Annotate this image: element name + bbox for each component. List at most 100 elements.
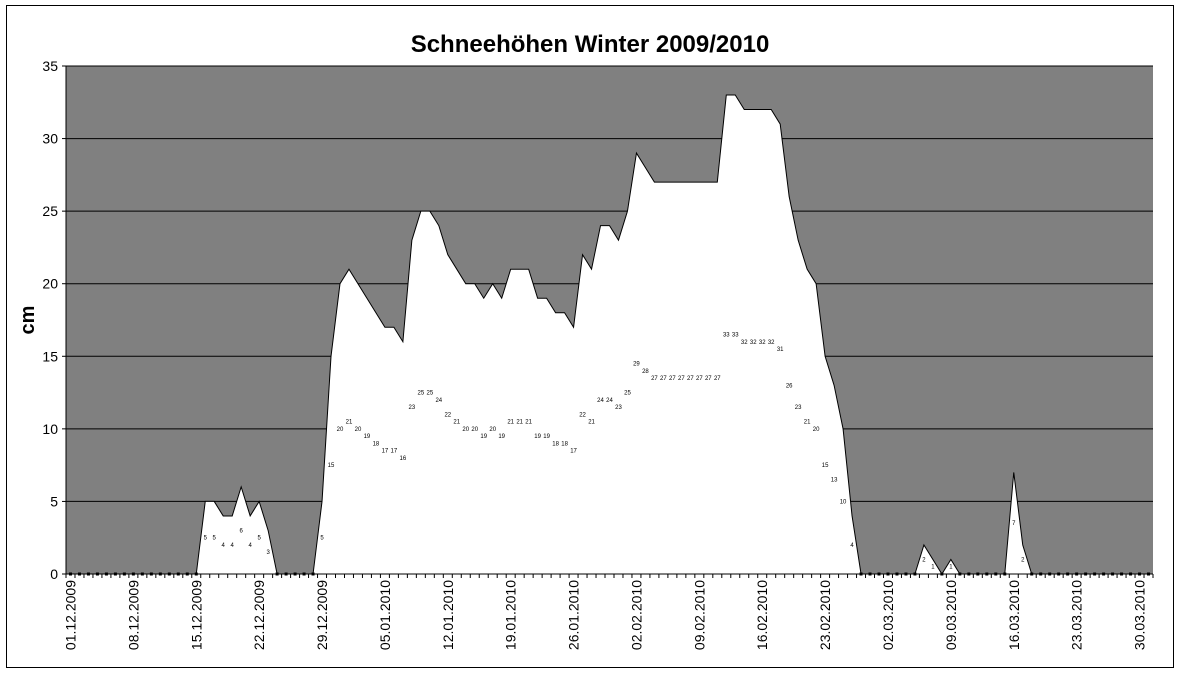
y-tick-labels: 0 5 10 15 20 25 30 35 xyxy=(42,58,58,582)
data-label: 3 xyxy=(266,550,270,556)
data-label: 29 xyxy=(633,362,640,368)
zero-point-marker xyxy=(1003,572,1007,576)
zero-point-marker xyxy=(293,572,297,576)
data-label: 27 xyxy=(651,376,658,382)
zero-point-marker xyxy=(1084,572,1088,576)
zero-point-marker xyxy=(895,572,899,576)
data-label: 27 xyxy=(678,376,685,382)
data-label: 17 xyxy=(570,449,577,455)
y-tick-label: 35 xyxy=(42,58,58,74)
x-tick-label: 19.01.2010 xyxy=(503,580,519,650)
data-label: 19 xyxy=(480,434,487,440)
zero-point-marker xyxy=(1129,572,1133,576)
x-tick-label: 16.02.2010 xyxy=(754,580,770,650)
data-label: 24 xyxy=(606,398,613,404)
data-label: 21 xyxy=(507,420,514,426)
data-label: 27 xyxy=(714,376,721,382)
y-tick-label: 5 xyxy=(50,493,58,509)
zero-point-marker xyxy=(1048,572,1052,576)
x-tick-label: 08.12.2009 xyxy=(125,580,141,650)
data-label: 26 xyxy=(786,383,793,389)
data-label: 23 xyxy=(615,405,622,411)
y-tick-label: 30 xyxy=(42,131,58,147)
zero-point-marker xyxy=(95,572,99,576)
data-label: 21 xyxy=(453,420,460,426)
zero-point-marker xyxy=(967,572,971,576)
zero-point-marker xyxy=(275,572,279,576)
data-label: 23 xyxy=(409,405,416,411)
zero-point-marker xyxy=(149,572,153,576)
zero-point-marker xyxy=(140,572,144,576)
zero-point-marker xyxy=(859,572,863,576)
data-label: 25 xyxy=(426,391,433,397)
data-label: 20 xyxy=(489,427,496,433)
zero-point-marker xyxy=(958,572,962,576)
zero-point-marker xyxy=(104,572,108,576)
data-label: 32 xyxy=(768,340,775,346)
zero-point-marker xyxy=(877,572,881,576)
data-label: 25 xyxy=(418,391,425,397)
data-label: 33 xyxy=(732,333,739,339)
data-label: 31 xyxy=(777,347,784,353)
zero-point-marker xyxy=(131,572,135,576)
zero-point-marker xyxy=(1057,572,1061,576)
y-tick-label: 15 xyxy=(42,348,58,364)
data-label: 20 xyxy=(462,427,469,433)
zero-point-marker xyxy=(994,572,998,576)
zero-point-marker xyxy=(1075,572,1079,576)
data-label: 27 xyxy=(687,376,694,382)
zero-point-marker xyxy=(1102,572,1106,576)
data-label: 27 xyxy=(660,376,667,382)
y-tick-label: 20 xyxy=(42,276,58,292)
zero-point-marker xyxy=(913,572,917,576)
data-label: 19 xyxy=(364,434,371,440)
zero-point-marker xyxy=(1147,572,1151,576)
data-label: 7 xyxy=(1012,521,1016,527)
data-label: 21 xyxy=(346,420,353,426)
zero-point-marker xyxy=(77,572,81,576)
x-tick-label: 23.02.2010 xyxy=(817,580,833,650)
x-tick-label: 01.12.2009 xyxy=(62,580,78,650)
data-label: 4 xyxy=(231,543,235,549)
zero-point-marker xyxy=(113,572,117,576)
data-label: 22 xyxy=(579,412,586,418)
data-label: 32 xyxy=(741,340,748,346)
data-label: 15 xyxy=(822,463,829,469)
data-label: 16 xyxy=(400,456,407,462)
y-tick-label: 0 xyxy=(50,566,58,582)
zero-point-marker xyxy=(1120,572,1124,576)
data-label: 15 xyxy=(328,463,335,469)
data-label: 22 xyxy=(444,412,451,418)
zero-point-marker xyxy=(940,572,944,576)
data-label: 17 xyxy=(382,449,389,455)
zero-markers xyxy=(68,572,1151,576)
zero-point-marker xyxy=(1138,572,1142,576)
data-label: 1 xyxy=(949,565,953,571)
zero-point-marker xyxy=(284,572,288,576)
data-label: 32 xyxy=(759,340,766,346)
y-tick-label: 10 xyxy=(42,421,58,437)
data-label: 27 xyxy=(696,376,703,382)
data-label: 20 xyxy=(337,427,344,433)
data-label: 18 xyxy=(373,441,380,447)
x-tick-label: 23.03.2010 xyxy=(1069,580,1085,650)
zero-point-marker xyxy=(976,572,980,576)
gridlines xyxy=(66,65,1153,502)
area-fill xyxy=(70,95,1149,575)
chart-frame xyxy=(6,5,1174,668)
data-label: 5 xyxy=(320,536,324,542)
data-label: 20 xyxy=(813,427,820,433)
x-tick-label: 09.03.2010 xyxy=(943,580,959,650)
data-label: 20 xyxy=(471,427,478,433)
data-label: 4 xyxy=(248,543,252,549)
x-tick-label: 16.03.2010 xyxy=(1006,580,1022,650)
data-label: 21 xyxy=(525,420,532,426)
x-tick-label: 02.03.2010 xyxy=(880,580,896,650)
zero-point-marker xyxy=(1093,572,1097,576)
zero-point-marker xyxy=(302,572,306,576)
zero-point-marker xyxy=(985,572,989,576)
data-label: 2 xyxy=(1021,557,1025,563)
data-label: 21 xyxy=(588,420,595,426)
